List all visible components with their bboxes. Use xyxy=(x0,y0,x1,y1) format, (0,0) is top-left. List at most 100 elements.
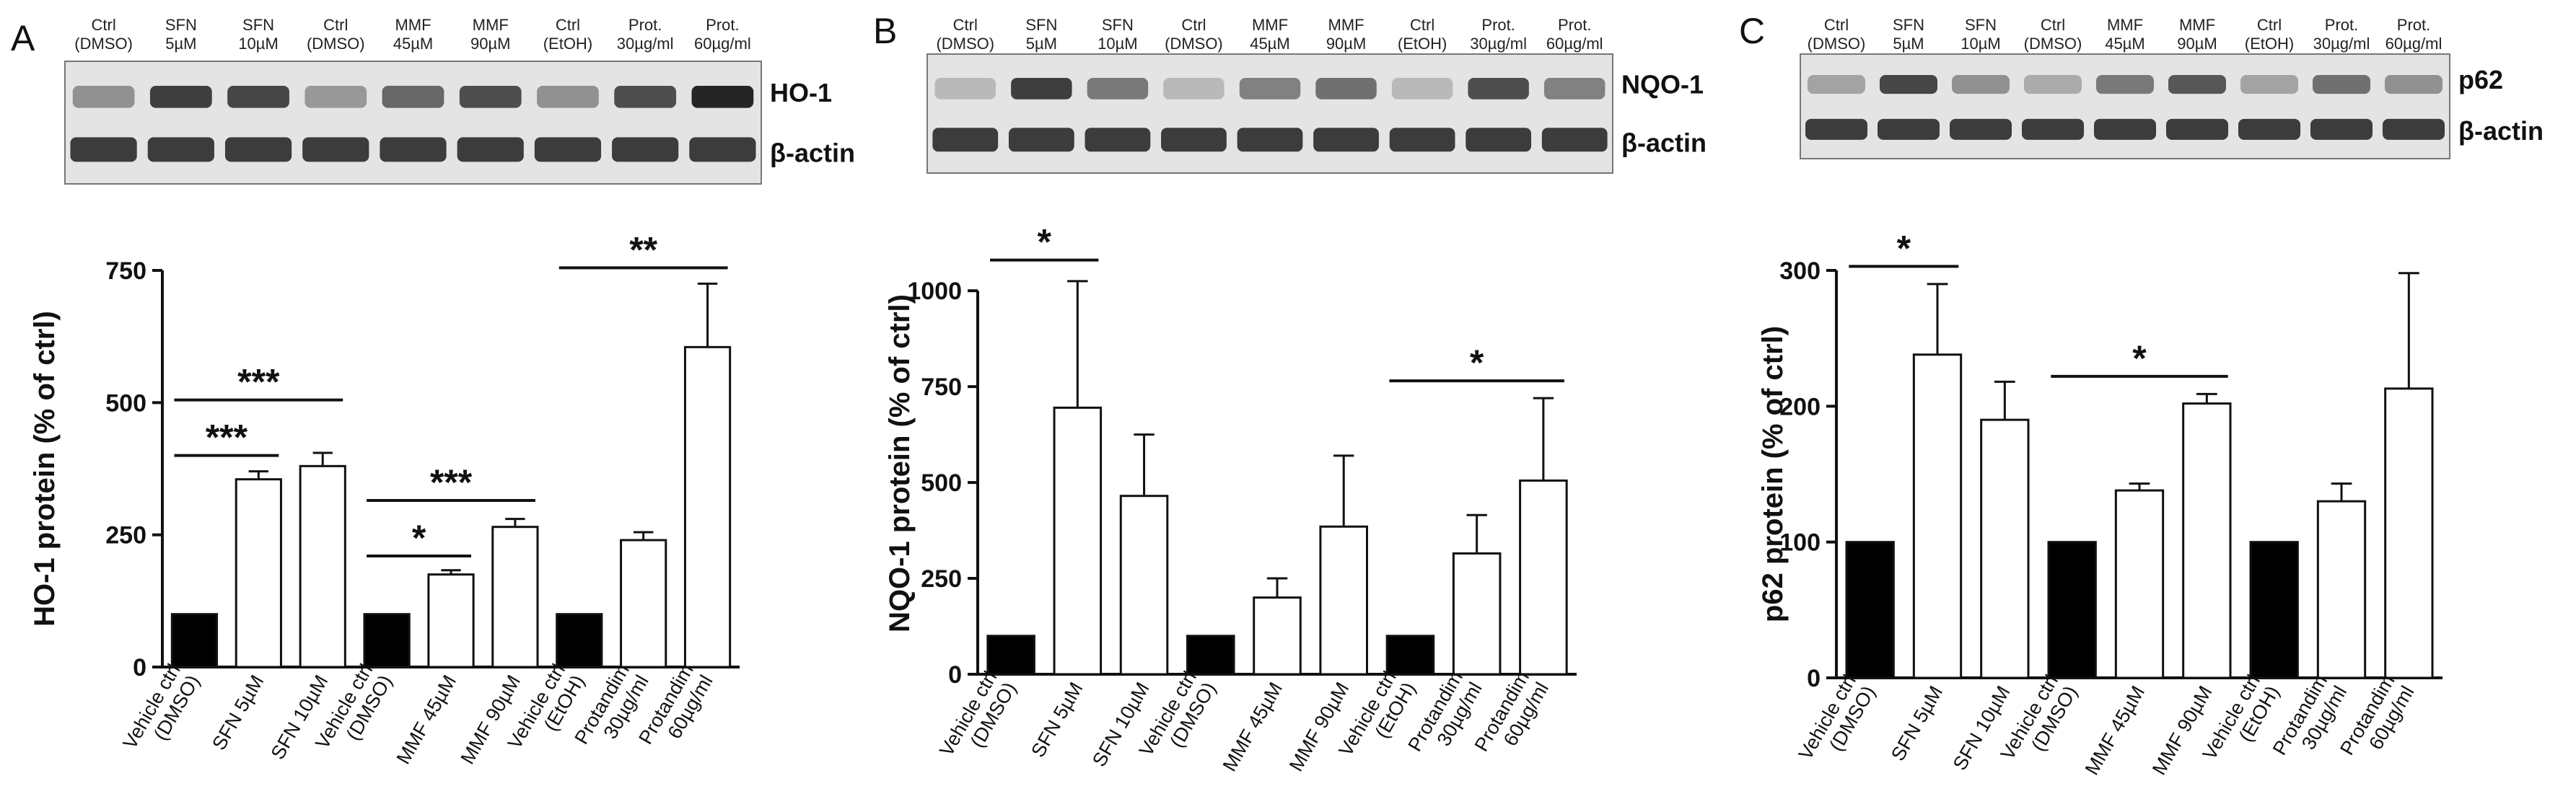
actin-band xyxy=(1805,118,1867,140)
actin-band xyxy=(1541,128,1608,152)
x-tick-label-line: SFN 10µM xyxy=(267,671,333,763)
y-tick-label: 500 xyxy=(105,389,146,417)
significance-label: * xyxy=(1470,343,1484,383)
lane-label: 5µM xyxy=(1893,35,1924,53)
bar xyxy=(1452,552,1502,676)
target-band xyxy=(2240,75,2298,94)
y-tick-label: 250 xyxy=(105,522,146,549)
actin-band xyxy=(224,137,292,162)
lane-label: SFN xyxy=(1102,16,1134,34)
significance-label: * xyxy=(2132,338,2147,379)
significance-label: *** xyxy=(237,362,280,402)
lane-label: MMF xyxy=(2107,16,2143,34)
lane-label: Ctrl xyxy=(1824,16,1849,34)
lane-label: 5µM xyxy=(165,35,196,53)
y-tick-label: 0 xyxy=(1807,665,1821,692)
lane-label: 45µM xyxy=(2105,35,2145,53)
y-tick-label: 1000 xyxy=(907,278,962,305)
lane-label: 90µM xyxy=(2177,35,2217,53)
bar xyxy=(1253,596,1302,676)
x-tick-label-line: MMF 90µM xyxy=(2148,682,2217,779)
bar xyxy=(1980,418,2030,679)
actin-band-label: β-actin xyxy=(2458,116,2544,146)
bar xyxy=(2047,541,2097,679)
target-band xyxy=(2024,75,2082,94)
target-band xyxy=(934,78,996,100)
bar xyxy=(1119,495,1169,676)
actin-band-label: β-actin xyxy=(1621,128,1707,157)
bar xyxy=(2316,500,2367,679)
x-tick-label: MMF 45µM xyxy=(1219,679,1287,775)
bar xyxy=(2182,402,2232,679)
lane-label: 45µM xyxy=(1250,35,1289,53)
bar xyxy=(170,613,219,668)
lane-label: 90µM xyxy=(470,35,510,53)
x-tick-label: Vehicle ctrl(DMSO) xyxy=(1997,671,2082,764)
bar xyxy=(1845,541,1895,679)
significance-label: * xyxy=(1897,228,1911,268)
x-tick-label: MMF 45µM xyxy=(393,671,461,768)
lane-label: Ctrl xyxy=(2257,16,2282,34)
lane-label: SFN xyxy=(165,16,197,34)
bar xyxy=(491,526,539,668)
target-band-label: p62 xyxy=(2458,65,2503,94)
significance-label: * xyxy=(412,518,426,558)
panel-b: B Ctrl(DMSO)SFN5µMSFN10µMCtrl(DMSO)MMF45µ… xyxy=(873,11,1707,775)
y-tick-label: 0 xyxy=(948,661,962,689)
actin-band xyxy=(1878,118,1940,140)
actin-band xyxy=(612,137,679,162)
lane-label: MMF xyxy=(395,16,431,34)
actin-band xyxy=(2022,118,2084,140)
y-tick-label: 200 xyxy=(1779,393,1821,420)
target-band xyxy=(1163,78,1225,100)
lane-label: Prot. xyxy=(1558,16,1591,34)
lane-label: (DMSO) xyxy=(936,35,994,53)
lane-label: (EtOH) xyxy=(2245,35,2294,53)
actin-band xyxy=(70,137,137,162)
x-tick-label-line: MMF 45µM xyxy=(393,671,461,768)
lane-label: Ctrl xyxy=(1410,16,1434,34)
bar xyxy=(235,478,282,668)
bar xyxy=(299,464,346,668)
blot-image xyxy=(1800,53,2450,159)
panel-c: C Ctrl(DMSO)SFN5µMSFN10µMCtrl(DMSO)MMF45µ… xyxy=(1739,11,2544,779)
actin-band xyxy=(457,137,524,162)
bar xyxy=(556,613,603,668)
actin-band xyxy=(1237,128,1303,152)
lane-label: 10µM xyxy=(1961,35,2000,53)
lane-label: 10µM xyxy=(1098,35,1137,53)
lane-label: (DMSO) xyxy=(1808,35,1866,53)
x-tick-label-line: MMF 90µM xyxy=(457,671,525,768)
lane-label: 90µM xyxy=(1326,35,1366,53)
actin-band xyxy=(2238,118,2300,140)
lane-label: (EtOH) xyxy=(543,35,592,53)
x-tick-label-line: MMF 45µM xyxy=(2081,682,2150,779)
x-tick-label-line: MMF 90µM xyxy=(1285,679,1354,775)
target-band xyxy=(2168,75,2226,94)
lane-label: 60µg/ml xyxy=(2386,35,2443,53)
lane-label: (DMSO) xyxy=(1165,35,1223,53)
significance-label: ** xyxy=(629,229,657,270)
x-tick-label: SFN 5µM xyxy=(208,671,268,754)
target-band xyxy=(614,86,677,108)
lane-label: Ctrl xyxy=(1181,16,1206,34)
y-tick-label: 100 xyxy=(1779,529,1821,557)
bar xyxy=(2114,489,2165,679)
target-band xyxy=(305,86,367,108)
actin-band xyxy=(1313,128,1379,152)
bar xyxy=(986,635,1035,676)
y-tick-label: 750 xyxy=(921,374,962,401)
target-band xyxy=(1952,75,2010,94)
actin-band xyxy=(2310,118,2373,140)
bar xyxy=(620,539,667,668)
lane-label: Prot. xyxy=(2325,16,2358,34)
target-band xyxy=(1239,78,1301,100)
panel-label: A xyxy=(11,18,35,58)
x-tick-label: Vehicle ctrl(EtOH) xyxy=(1335,668,1420,760)
x-tick-label-line: SFN 10µM xyxy=(1949,682,2015,774)
